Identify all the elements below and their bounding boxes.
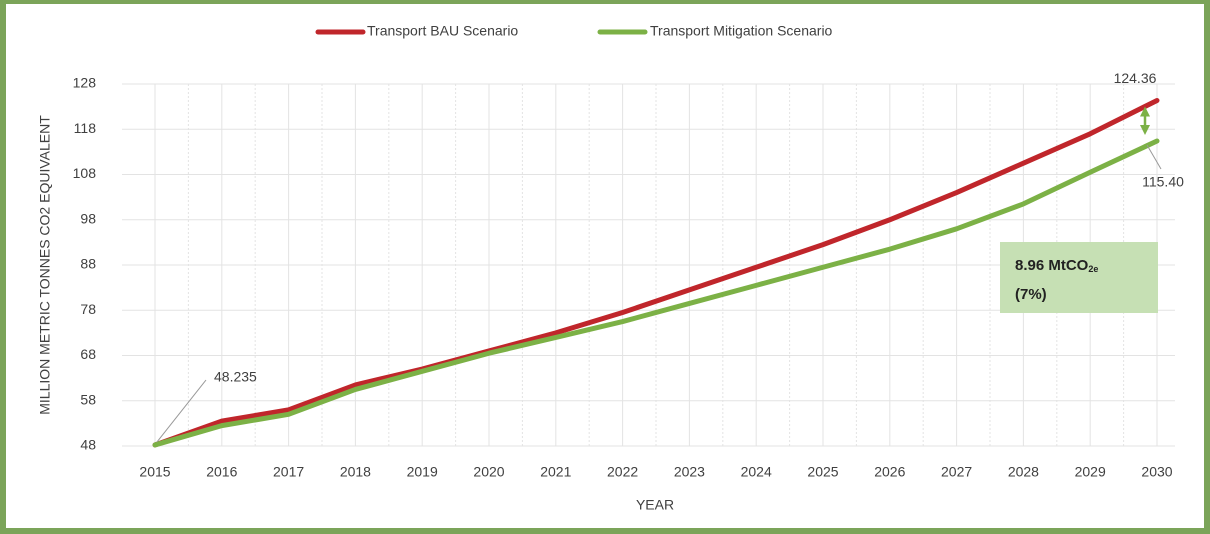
data-line [152, 138, 1160, 448]
y-tick-label: 88 [80, 256, 96, 272]
data-line [152, 97, 1160, 448]
y-axis-label: MILLION METRIC TONNES CO2 EQUIVALENT [37, 115, 53, 415]
leader-line [1146, 144, 1162, 170]
annotation: 48.235 [214, 369, 257, 385]
arrow-head [1140, 106, 1150, 117]
x-tick-label: 2021 [540, 464, 571, 480]
x-tick-label: 2027 [941, 464, 972, 480]
x-tick-label: 2015 [139, 464, 170, 480]
x-tick-label: 2019 [407, 464, 438, 480]
y-tick-label: 58 [80, 391, 96, 407]
x-tick-label: 2030 [1141, 464, 1172, 480]
callout-text: 8.96 MtCO2e [1015, 257, 1098, 274]
x-tick-label: 2018 [340, 464, 371, 480]
x-axis-label: YEAR [636, 497, 674, 513]
x-tick-label: 2028 [1008, 464, 1039, 480]
leader-line [156, 379, 207, 443]
x-tick-label: 2023 [674, 464, 705, 480]
y-tick-label: 128 [73, 75, 97, 91]
x-tick-label: 2025 [807, 464, 838, 480]
arrow-head [1140, 125, 1150, 136]
callout-main: 8.96 MtCO [1015, 257, 1089, 274]
legend-label: Transport Mitigation Scenario [650, 23, 833, 39]
x-tick-label: 2022 [607, 464, 638, 480]
callout-box [1000, 242, 1158, 313]
y-tick-label: 118 [74, 120, 97, 136]
y-tick-label: 78 [80, 301, 96, 317]
callout-text: (7%) [1015, 286, 1047, 303]
x-tick-label: 2020 [473, 464, 504, 480]
y-tick-label: 48 [80, 437, 96, 453]
x-tick-label: 2017 [273, 464, 304, 480]
y-tick-label: 108 [73, 165, 97, 181]
x-tick-label: 2024 [741, 464, 772, 480]
y-tick-label: 68 [80, 346, 96, 362]
x-tick-label: 2016 [206, 464, 237, 480]
x-tick-label: 2026 [874, 464, 905, 480]
annotation: 115.40 [1142, 174, 1184, 190]
annotation: 124.36 [1114, 70, 1157, 86]
x-tick-label: 2029 [1075, 464, 1106, 480]
callout-subscript: 2e [1088, 264, 1098, 274]
y-tick-label: 98 [80, 210, 96, 226]
legend-label: Transport BAU Scenario [367, 23, 518, 39]
